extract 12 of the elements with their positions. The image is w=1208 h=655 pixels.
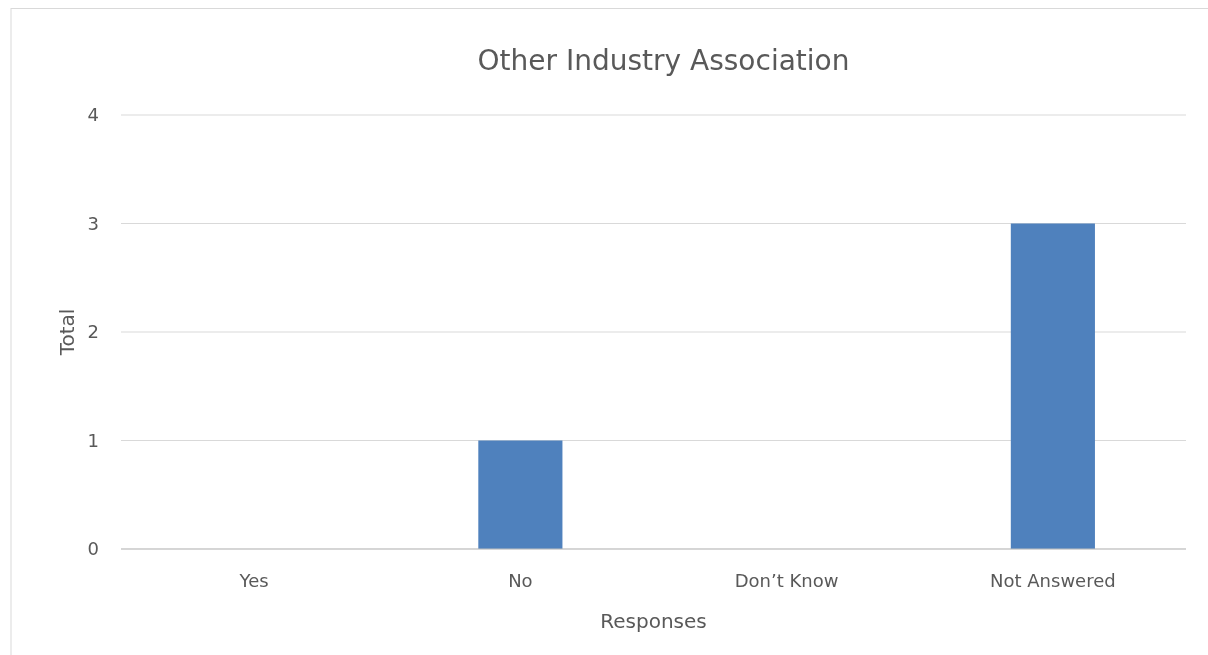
y-tick-label: 4 — [87, 104, 99, 126]
chart-title: Other Industry Association — [477, 44, 850, 77]
x-tick-label: Not Answered — [990, 570, 1116, 591]
x-tick-label: Don’t Know — [734, 570, 839, 591]
y-tick-label: 2 — [87, 321, 99, 343]
x-axis-title: Responses — [600, 609, 707, 633]
x-tick-label: No — [508, 570, 533, 591]
y-tick-label: 0 — [87, 538, 99, 560]
y-axis-title: Total — [55, 308, 79, 357]
y-tick-label: 1 — [87, 429, 99, 451]
x-tick-label: Yes — [238, 570, 269, 591]
y-tick-label: 3 — [87, 212, 99, 234]
